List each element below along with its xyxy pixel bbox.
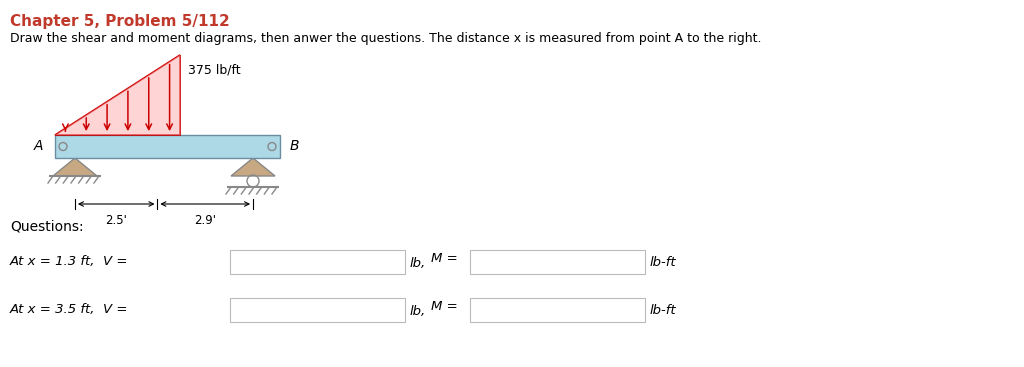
Text: M =: M = [431, 301, 458, 313]
Bar [230, 298, 406, 322]
Text: At x = 1.3 ft,  V =: At x = 1.3 ft, V = [10, 255, 128, 269]
Text: At x = 3.5 ft,  V =: At x = 3.5 ft, V = [10, 304, 128, 316]
Polygon shape [55, 135, 280, 158]
Text: Draw the shear and moment diagrams, then anwer the questions. The distance x is : Draw the shear and moment diagrams, then… [10, 32, 762, 45]
Polygon shape [53, 158, 97, 176]
Text: 2.9': 2.9' [195, 214, 216, 227]
Text: A: A [34, 138, 43, 153]
Text: Chapter 5, Problem 5/112: Chapter 5, Problem 5/112 [10, 14, 229, 29]
Text: Questions:: Questions: [10, 220, 84, 234]
Text: B: B [290, 138, 299, 153]
Text: lb-ft: lb-ft [650, 304, 677, 316]
Text: lb-ft: lb-ft [650, 255, 677, 269]
Text: 375 lb/ft: 375 lb/ft [188, 63, 241, 76]
Polygon shape [231, 158, 275, 176]
Polygon shape [55, 55, 180, 135]
Text: lb,: lb, [410, 258, 426, 270]
Bar [470, 298, 645, 322]
Text: M =: M = [431, 252, 458, 265]
Bar [230, 250, 406, 274]
Text: 2.5': 2.5' [105, 214, 127, 227]
Text: lb,: lb, [410, 305, 426, 319]
Bar [470, 250, 645, 274]
